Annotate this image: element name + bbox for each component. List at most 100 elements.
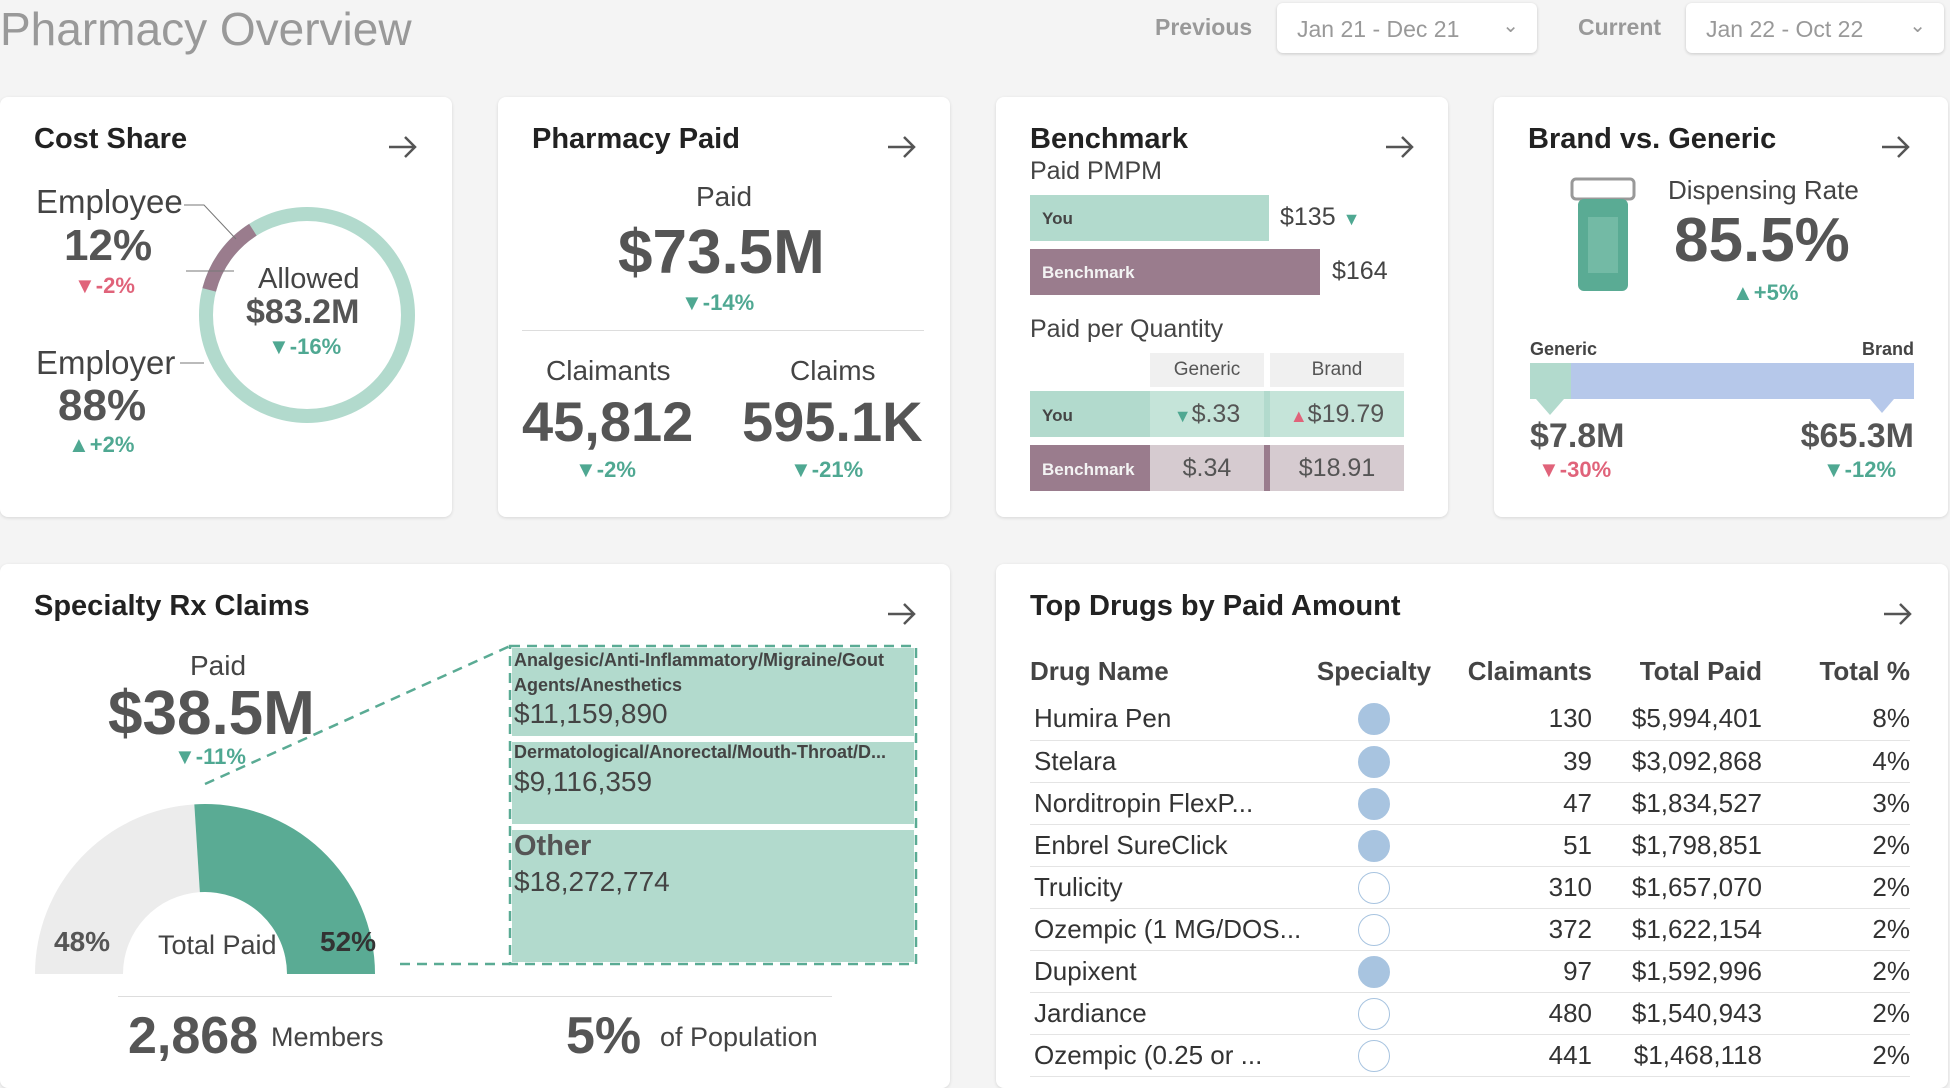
pmpm-benchmark-bar: Benchmark	[1030, 249, 1320, 295]
specialty-empty-dot-icon	[1358, 871, 1390, 904]
gauge-background	[35, 804, 200, 974]
previous-label: Previous	[1155, 14, 1253, 40]
paid-value: $73.5M	[618, 218, 825, 287]
gauge-specialty-segment	[194, 804, 375, 974]
column-header[interactable]: Specialty	[1316, 655, 1432, 686]
table-row[interactable]: Trulicity 310 $1,657,070 2%	[1030, 866, 1910, 909]
claimants-cell: 310	[1438, 866, 1592, 909]
drug-name-cell: Jardiance	[1030, 992, 1310, 1035]
specialty-cell	[1310, 950, 1438, 993]
drug-name-cell: Trulicity	[1030, 866, 1310, 909]
brand-value: $65.3M	[1800, 417, 1914, 455]
specialty-divider	[118, 996, 832, 997]
specialty-cell	[1310, 824, 1438, 867]
table-row[interactable]: Enbrel SureClick 51 $1,798,851 2%	[1030, 824, 1910, 867]
breakdown-value: $9,116,359	[514, 766, 653, 797]
total-pct-cell: 2%	[1762, 908, 1910, 951]
arrow-right-icon[interactable]	[1878, 129, 1914, 165]
specialty-paid-label: Paid	[190, 650, 247, 681]
pharmacy-paid-card: Pharmacy Paid Paid $73.5M ▼-14% Claimant…	[498, 97, 950, 517]
specialty-filled-dot-icon	[1358, 745, 1390, 778]
ppq-brand-header: Brand	[1270, 353, 1404, 387]
specialty-rx-title: Specialty Rx Claims	[34, 590, 310, 622]
members-value: 2,868	[128, 1007, 259, 1065]
claimants-value: 45,812	[522, 390, 694, 453]
ppq-benchmark-brand-cell: $18.91	[1270, 445, 1404, 491]
total-paid-cell: $1,834,527	[1592, 782, 1762, 825]
previous-date-select[interactable]: Jan 21 - Dec 21 ⌄	[1277, 3, 1537, 53]
employer-pct: 88%	[58, 381, 147, 430]
allowed-label: Allowed	[258, 263, 360, 295]
specialty-filled-dot-icon	[1358, 787, 1390, 820]
breakdown-item-1[interactable]: Analgesic/Anti-Inflammatory/Migraine/Gou…	[512, 648, 914, 736]
total-paid-cell: $1,657,070	[1592, 866, 1762, 909]
total-pct-cell: 4%	[1762, 740, 1910, 783]
table-row[interactable]: Jardiance 480 $1,540,943 2%	[1030, 992, 1910, 1035]
chevron-down-icon: ⌄	[1502, 15, 1519, 37]
column-header[interactable]: Total %	[1819, 655, 1910, 686]
previous-date-value: Jan 21 - Dec 21	[1297, 16, 1460, 42]
breakdown-connector-top	[204, 644, 511, 786]
employee-pct: 12%	[64, 221, 153, 270]
arrow-right-icon[interactable]	[884, 596, 920, 632]
pmpm-you-label: You	[1042, 209, 1073, 228]
gauge-right-pct: 52%	[320, 926, 377, 957]
total-paid-cell: $1,592,996	[1592, 950, 1762, 993]
total-paid-cell: $1,540,943	[1592, 992, 1762, 1035]
table-row[interactable]: Stelara 39 $3,092,868 4%	[1030, 740, 1910, 783]
dispensing-rate-change: ▲+5%	[1732, 280, 1799, 305]
breakdown-item-2[interactable]: Dermatological/Anorectal/Mouth-Throat/D.…	[512, 742, 914, 824]
ppq-benchmark-generic-cell: $.34	[1150, 445, 1264, 491]
column-header[interactable]: Claimants	[1467, 655, 1592, 686]
total-pct-cell: 2%	[1762, 992, 1910, 1035]
ppq-you-brand-cell: ▲$19.79	[1270, 391, 1404, 437]
population-value: 5%	[566, 1007, 642, 1065]
brand-generic-card: Brand vs. Generic Dispensing Rate 85.5% …	[1494, 97, 1948, 517]
brand-axis-label: Brand	[1861, 339, 1914, 359]
ppq-you-generic-cell: ▼$.33	[1150, 391, 1264, 437]
claimants-cell: 51	[1438, 824, 1592, 867]
table-row[interactable]: Humira Pen 130 $5,994,401 8%	[1030, 698, 1910, 741]
top-drugs-card: Top Drugs by Paid Amount Drug Name Speci…	[996, 564, 1948, 1088]
claims-change: ▼-21%	[790, 457, 864, 482]
arrow-right-icon[interactable]	[884, 129, 920, 165]
paid-change: ▼-14%	[681, 290, 755, 315]
current-date-select[interactable]: Jan 22 - Oct 22 ⌄	[1686, 3, 1944, 53]
table-row[interactable]: Ozempic (1 MG/DOS... 372 $1,622,154 2%	[1030, 908, 1910, 951]
top-drugs-title: Top Drugs by Paid Amount	[1030, 590, 1401, 622]
divider	[522, 330, 924, 331]
generic-change: ▼-30%	[1538, 457, 1612, 482]
benchmark-subtitle: Paid PMPM	[1030, 157, 1162, 185]
column-header[interactable]: Drug Name	[1030, 655, 1169, 686]
specialty-paid-value: $38.5M	[108, 679, 315, 748]
cost-share-title: Cost Share	[34, 123, 188, 155]
allowed-change: ▼-16%	[268, 334, 342, 359]
column-header[interactable]: Total Paid	[1639, 655, 1762, 686]
total-pct-cell: 2%	[1762, 866, 1910, 909]
employer-label: Employer	[36, 344, 176, 381]
arrow-right-icon[interactable]	[1382, 129, 1418, 165]
breakdown-category: Analgesic/Anti-Inflammatory/Migraine/Gou…	[514, 650, 885, 695]
drug-name-cell: Dupixent	[1030, 950, 1310, 993]
arrow-right-icon[interactable]	[1880, 596, 1916, 632]
claims-value: 595.1K	[742, 390, 923, 453]
ppq-generic-header: Generic	[1150, 353, 1264, 387]
specialty-cell	[1310, 866, 1438, 909]
specialty-paid-change: ▼-11%	[174, 744, 246, 769]
brand-change: ▼-12%	[1822, 457, 1896, 482]
employee-arc	[202, 223, 257, 292]
specialty-cell	[1310, 698, 1438, 741]
total-pct-cell: 2%	[1762, 950, 1910, 993]
arrow-right-icon[interactable]	[385, 129, 421, 165]
claimants-cell: 480	[1438, 992, 1592, 1035]
drug-name-cell: Stelara	[1030, 740, 1310, 783]
breakdown-item-3[interactable]: Other $18,272,774	[512, 830, 914, 962]
table-row[interactable]: Dupixent 97 $1,592,996 2%	[1030, 950, 1910, 993]
specialty-filled-dot-icon	[1358, 703, 1390, 736]
page-title: Pharmacy Overview	[0, 3, 412, 55]
table-row[interactable]: Norditropin FlexP... 47 $1,834,527 3%	[1030, 782, 1910, 825]
employee-change: ▼-2%	[74, 273, 135, 298]
table-row[interactable]: Ozempic (0.25 or ... 441 $1,468,118 2%	[1030, 1034, 1910, 1077]
current-label: Current	[1578, 14, 1662, 40]
specialty-gauge	[35, 644, 918, 974]
